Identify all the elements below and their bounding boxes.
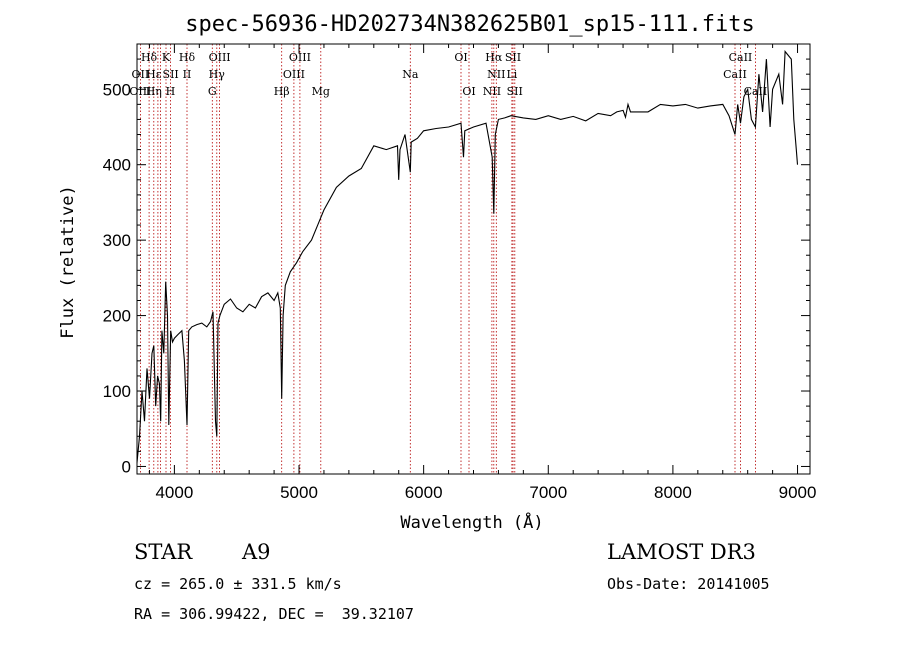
line-label: Mg bbox=[312, 85, 330, 98]
line-label: OIII bbox=[129, 85, 151, 98]
object-type: STAR bbox=[134, 540, 193, 564]
chart-title: spec-56936-HD202734N382625B01_sp15-111.f… bbox=[185, 12, 755, 37]
x-tick-label: 8000 bbox=[654, 483, 692, 502]
line-label: CaII bbox=[744, 85, 768, 98]
line-label: K bbox=[162, 51, 171, 64]
line-label: OII bbox=[132, 68, 150, 81]
spectral-line-labels: Hδ OII OIII Hε Hη K SII H Hδ II OIII Hγ G OIII OIII Hβ M… bbox=[129, 51, 767, 98]
line-label: OIII bbox=[209, 51, 231, 64]
y-tick-label: 300 bbox=[103, 231, 131, 250]
y-tick-label: 0 bbox=[122, 457, 131, 476]
line-label: SII bbox=[507, 85, 523, 98]
x-tick-label: 5000 bbox=[280, 483, 318, 502]
line-label: Li bbox=[506, 68, 517, 81]
line-label: OIII bbox=[283, 68, 305, 81]
line-label: SII bbox=[163, 68, 179, 81]
survey-name: LAMOST DR3 bbox=[607, 540, 756, 564]
line-label: OIII bbox=[289, 51, 311, 64]
observation-date: Obs-Date: 20141005 bbox=[607, 575, 770, 593]
x-tick-label: 9000 bbox=[779, 483, 817, 502]
line-label: H bbox=[166, 85, 176, 98]
y-tick-label: 200 bbox=[103, 307, 131, 326]
y-axis-label: Flux (relative) bbox=[58, 185, 78, 339]
line-label: NII bbox=[483, 85, 501, 98]
line-label: SII bbox=[505, 51, 521, 64]
x-tick-label: 4000 bbox=[155, 483, 193, 502]
y-tick-label: 100 bbox=[103, 382, 131, 401]
line-label: II bbox=[183, 68, 192, 81]
x-tick-label: 6000 bbox=[405, 483, 443, 502]
line-label: OI bbox=[454, 51, 467, 64]
line-label: Hδ bbox=[141, 51, 158, 64]
plot-frame bbox=[136, 43, 811, 475]
line-label: OI bbox=[462, 85, 475, 98]
line-label: Hβ bbox=[274, 85, 290, 98]
spectral-class: A9 bbox=[242, 540, 271, 564]
spectrum-line bbox=[136, 50, 799, 463]
x-tick-label: 7000 bbox=[529, 483, 567, 502]
line-label: Hε bbox=[146, 68, 162, 81]
y-tick-label: 400 bbox=[103, 156, 131, 175]
coordinates: RA = 306.99422, DEC = 39.32107 bbox=[134, 605, 414, 623]
axis-ticks: 4000 5000 6000 7000 8000 9000 0 100 200 300 400 500 bbox=[103, 44, 817, 502]
line-label: CaII bbox=[729, 51, 753, 64]
line-label: CaII bbox=[723, 68, 747, 81]
line-label: Hη bbox=[146, 85, 162, 98]
line-label: Hα bbox=[485, 51, 503, 64]
redshift-velocity: cz = 265.0 ± 331.5 km/s bbox=[134, 575, 342, 593]
line-label: NII bbox=[487, 68, 505, 81]
line-label: Na bbox=[402, 68, 419, 81]
spectral-marker-lines bbox=[139, 44, 756, 474]
y-tick-label: 500 bbox=[103, 80, 131, 99]
x-axis-label: Wavelength (Å) bbox=[400, 511, 543, 533]
line-label: G bbox=[208, 85, 217, 98]
line-label: Hγ bbox=[209, 68, 226, 81]
line-label: Hδ bbox=[179, 51, 196, 64]
